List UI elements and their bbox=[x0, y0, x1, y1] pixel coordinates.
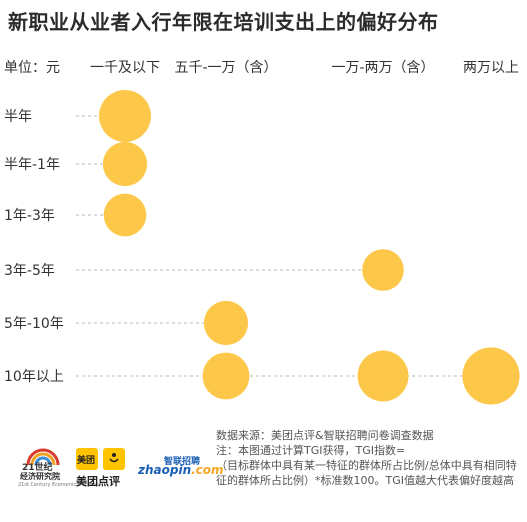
zhaopin-en: zhaopin.com bbox=[138, 463, 224, 477]
x-tick-label: 一万-两万（含） bbox=[331, 60, 434, 76]
source-note: 数据来源：美团点评&智联招聘问卷调查数据 注：本图通过计算TGI获得，TGI指数… bbox=[216, 428, 521, 488]
logo-strip: 21世纪 经济研究院 21st Century Economic Institu… bbox=[12, 448, 224, 494]
data-bubble bbox=[99, 90, 151, 142]
smile-icon bbox=[109, 453, 119, 463]
y-tick-label: 1年-3年 bbox=[4, 208, 55, 224]
x-tick-label: 五千-一万（含） bbox=[174, 60, 277, 76]
source-line-formula: （目标群体中具有某一特征的群体所占比例/总体中具有相同特征的群体所占比例）*标准… bbox=[216, 459, 517, 487]
logo-meituan-dianping: 美团 美团点评 bbox=[76, 448, 134, 494]
data-bubble bbox=[362, 249, 404, 291]
zhaopin-cn: 智联招聘 bbox=[164, 457, 201, 467]
meituan-box: 美团 bbox=[76, 448, 98, 470]
logo-21-line3: 21st Century Economic Institute bbox=[18, 482, 99, 488]
x-tick-label: 一千及以下 bbox=[90, 60, 160, 76]
y-tick-label: 3年-5年 bbox=[4, 263, 55, 279]
dianping-box bbox=[103, 448, 125, 470]
data-bubble bbox=[462, 347, 520, 405]
data-bubble bbox=[102, 141, 148, 187]
x-tick-label: 两万以上 bbox=[463, 60, 519, 76]
logo-21-line1: 21世纪 bbox=[22, 463, 53, 473]
logo-21st-century-institute: 21世纪 经济研究院 21st Century Economic Institu… bbox=[14, 448, 99, 494]
source-line-data-source: 数据来源：美团点评&智联招聘问卷调查数据 bbox=[216, 429, 434, 442]
y-tick-label: 半年 bbox=[4, 109, 32, 125]
chart-title: 新职业从业者入行年限在培训支出上的偏好分布 bbox=[8, 10, 439, 34]
meituan-label: 美团点评 bbox=[76, 475, 120, 488]
meituan-box-text: 美团 bbox=[77, 456, 96, 466]
y-tick-label: 5年-10年 bbox=[4, 316, 64, 332]
y-tick-label: 半年-1年 bbox=[4, 157, 60, 173]
logo-21-line2: 经济研究院 bbox=[20, 472, 60, 481]
data-bubble bbox=[357, 350, 409, 402]
data-bubble bbox=[103, 193, 147, 237]
zhaopin-en-suffix: .com bbox=[191, 463, 224, 477]
rainbow-arc-icon bbox=[26, 448, 60, 466]
data-bubble bbox=[202, 352, 250, 400]
data-bubble bbox=[203, 300, 249, 346]
logo-zhaopin: 智联招聘 zhaopin.com bbox=[138, 448, 224, 494]
unit-label: 单位：元 bbox=[4, 60, 60, 76]
y-tick-label: 10年以上 bbox=[4, 369, 64, 385]
source-line-note: 注：本图通过计算TGI获得，TGI指数= bbox=[216, 444, 406, 457]
zhaopin-en-main: zhaopin bbox=[138, 463, 192, 477]
